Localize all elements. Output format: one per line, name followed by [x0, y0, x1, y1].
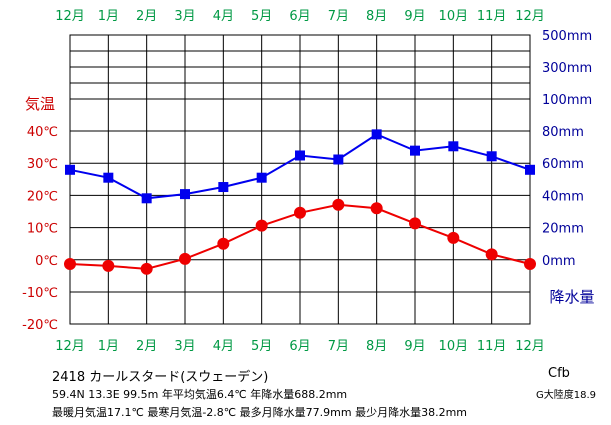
precipitation-point: [371, 129, 382, 140]
precipitation-point: [103, 172, 114, 183]
month-label-top: 3月: [174, 9, 195, 24]
month-label-bottom: 8月: [366, 339, 387, 354]
month-label-bottom: 2月: [136, 339, 157, 354]
month-label-bottom: 5月: [251, 339, 272, 354]
temperature-point: [64, 257, 76, 270]
temperature-tick-label: 20℃: [27, 189, 58, 204]
month-label-top: 8月: [366, 9, 387, 24]
station-stats-1: 59.4N 13.3E 99.5m 年平均気温6.4℃ 年降水量688.2mm: [52, 388, 348, 401]
precipitation-point: [410, 145, 420, 156]
temperature-tick-label: 30℃: [27, 157, 58, 172]
precipitation-tick-label: 80mm: [542, 125, 584, 140]
precipitation-point: [65, 164, 75, 175]
month-label-bottom: 7月: [328, 339, 349, 354]
month-label-bottom: 6月: [289, 339, 310, 354]
precipitation-point: [218, 182, 229, 193]
temperature-point: [294, 206, 306, 219]
precipitation-tick-label: 60mm: [542, 157, 584, 172]
temperature-tick-label: 0℃: [35, 254, 58, 269]
month-label-top: 10月: [439, 9, 469, 24]
precipitation-point: [295, 150, 305, 161]
temperature-point: [102, 259, 115, 272]
month-label-top: 5月: [251, 9, 272, 24]
temperature-axis-title: 気温: [25, 95, 55, 113]
temperature-point: [255, 219, 268, 232]
precipitation-tick-label: 300mm: [542, 61, 592, 76]
precipitation-tick-label: 40mm: [542, 189, 584, 204]
temperature-point: [370, 202, 383, 215]
temperature-point: [332, 198, 345, 211]
precipitation-point: [180, 189, 190, 200]
temperature-tick-label: -10℃: [22, 286, 58, 301]
month-label-bottom: 11月: [477, 339, 507, 354]
precipitation-tick-label: 500mm: [542, 29, 592, 44]
month-label-bottom: 12月: [515, 339, 545, 354]
continentality-index: G大陸度18.9: [536, 390, 597, 401]
temperature-point: [217, 237, 230, 250]
precipitation-point: [256, 172, 267, 183]
month-label-top: 12月: [515, 9, 545, 24]
climate-classification: Cfb: [548, 366, 570, 381]
station-stats-2: 最暖月気温17.1℃ 最寒月気温-2.8℃ 最多月降水量77.9mm 最少月降水…: [52, 406, 467, 419]
month-label-top: 6月: [289, 9, 310, 24]
month-label-top: 9月: [404, 9, 425, 24]
station-name: 2418 カールスタード(スウェーデン): [52, 370, 269, 385]
month-label-top: 12月: [55, 9, 85, 24]
precipitation-tick-label: 100mm: [542, 93, 592, 108]
temperature-point: [140, 262, 153, 275]
temperature-tick-label: -20℃: [22, 318, 58, 333]
precipitation-tick-label: 0mm: [542, 254, 576, 269]
precipitation-point: [486, 151, 497, 162]
month-label-bottom: 9月: [404, 339, 425, 354]
precipitation-tick-label: 20mm: [542, 222, 584, 237]
month-label-top: 4月: [213, 9, 234, 24]
month-label-bottom: 10月: [439, 339, 469, 354]
precipitation-point: [525, 164, 535, 175]
precipitation-axis-title: 降水量: [549, 288, 594, 306]
month-label-bottom: 12月: [55, 339, 85, 354]
temperature-point: [524, 257, 536, 270]
temperature-tick-label: 40℃: [27, 125, 58, 140]
temperature-point: [179, 252, 191, 265]
month-label-top: 2月: [136, 9, 157, 24]
month-label-top: 7月: [328, 9, 349, 24]
month-label-bottom: 1月: [98, 339, 119, 354]
precipitation-point: [333, 154, 344, 165]
temperature-point: [447, 231, 460, 244]
month-label-top: 1月: [98, 9, 119, 24]
temperature-point: [485, 248, 498, 261]
temperature-tick-label: 10℃: [27, 222, 58, 237]
temperature-point: [409, 217, 421, 230]
month-label-top: 11月: [477, 9, 507, 24]
month-label-bottom: 4月: [213, 339, 234, 354]
precipitation-point: [448, 141, 459, 152]
precipitation-point: [141, 193, 152, 204]
month-label-bottom: 3月: [174, 339, 195, 354]
